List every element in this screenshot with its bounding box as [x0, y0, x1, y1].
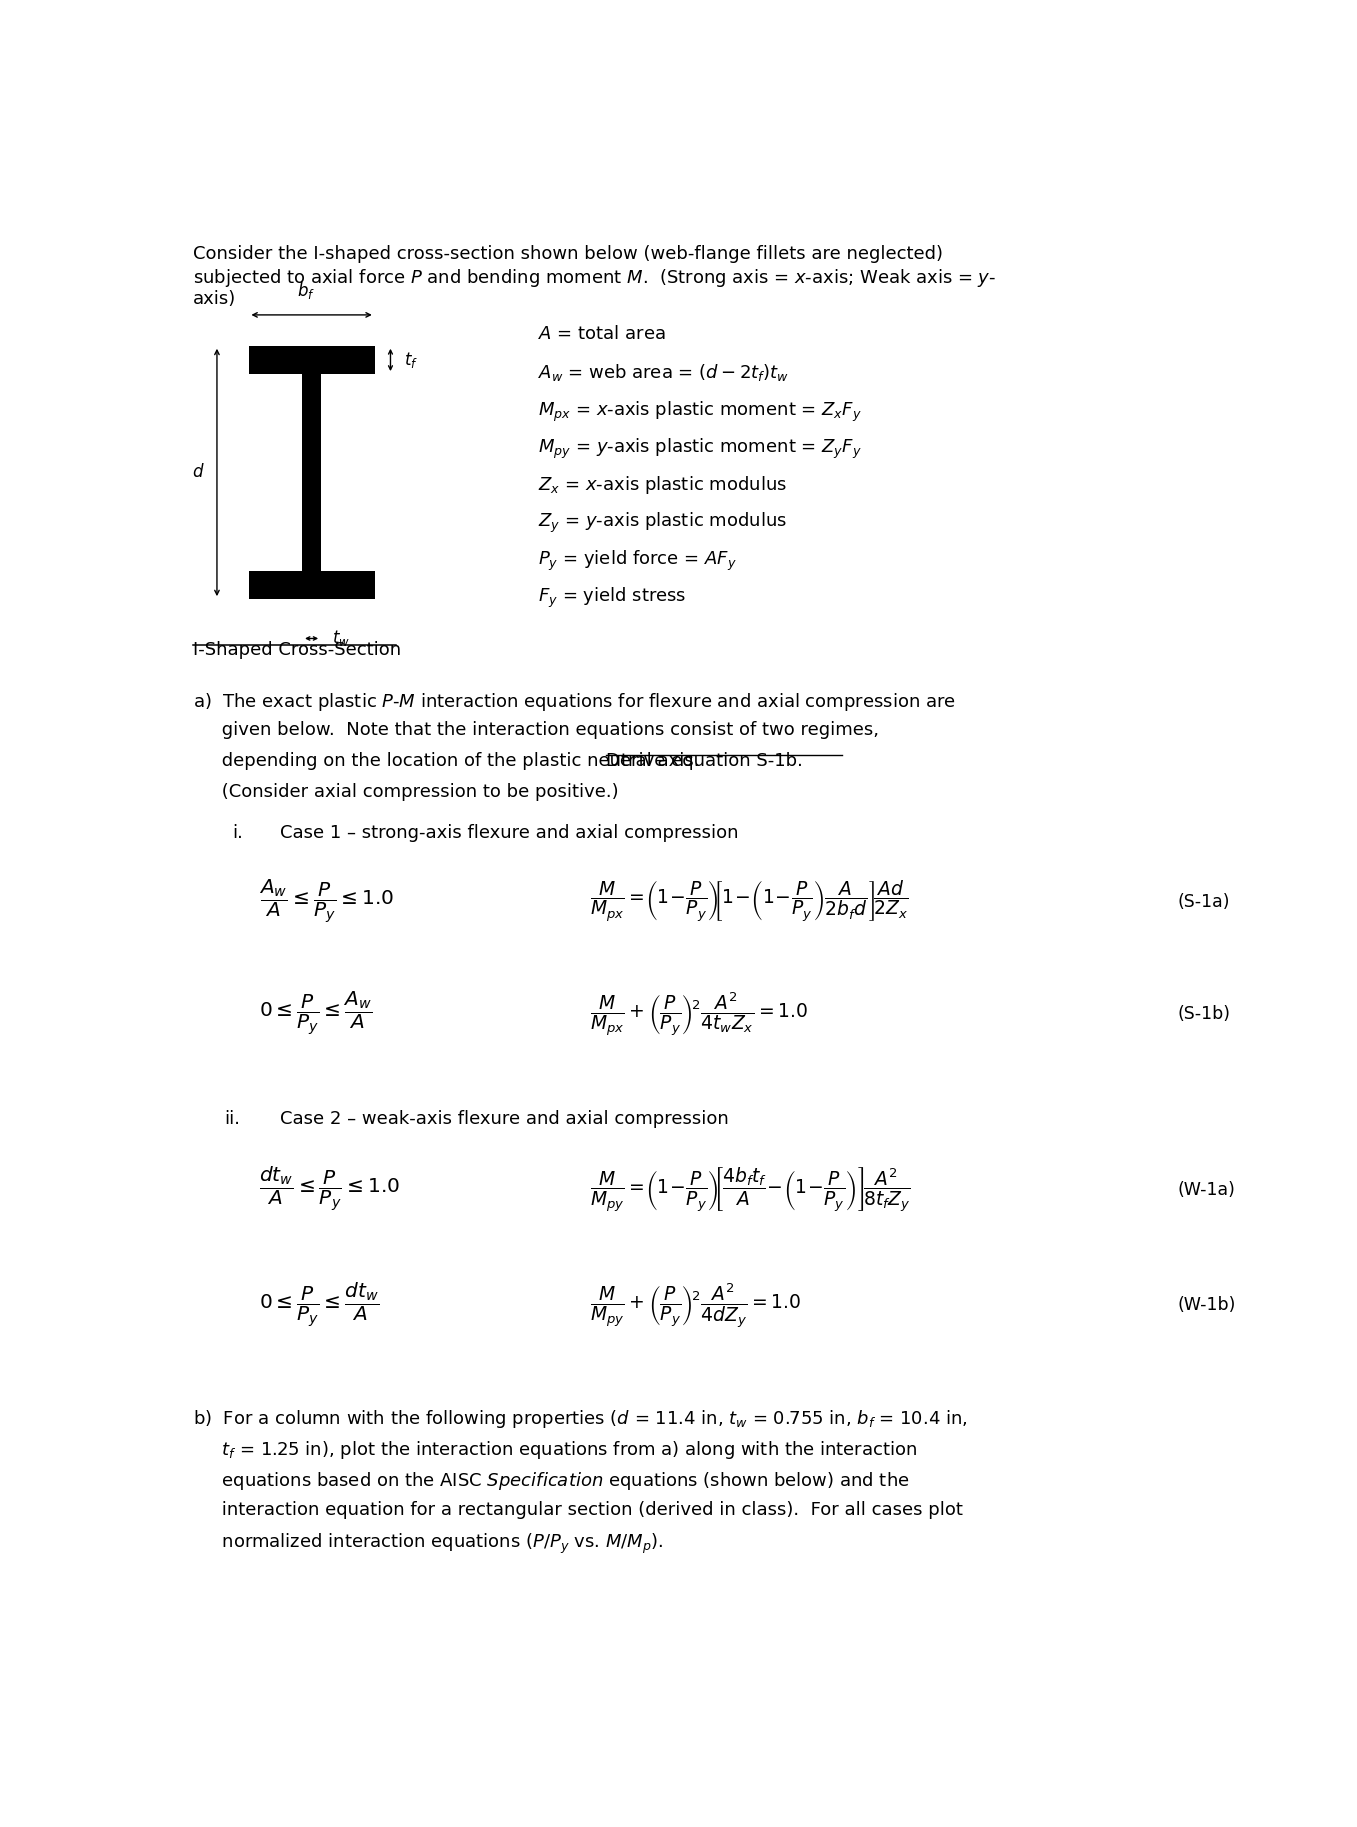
- Text: $\dfrac{M}{M_{px}} + \left(\dfrac{P}{P_y}\right)^{\!2} \dfrac{A^2}{4t_w Z_x} = 1: $\dfrac{M}{M_{px}} + \left(\dfrac{P}{P_y…: [590, 990, 809, 1038]
- Text: depending on the location of the plastic neutral axis.: depending on the location of the plastic…: [193, 753, 711, 771]
- Text: $t_f$: $t_f$: [404, 351, 418, 369]
- Text: $Z_y$ = $y$-axis plastic modulus: $Z_y$ = $y$-axis plastic modulus: [537, 512, 787, 535]
- Text: subjected to axial force $P$ and bending moment $M$.  (Strong axis = $x$-axis; W: subjected to axial force $P$ and bending…: [193, 267, 996, 289]
- Text: b)  For a column with the following properties ($d$ = 11.4 in, $t_w$ = 0.755 in,: b) For a column with the following prope…: [193, 1409, 968, 1431]
- Text: (S-1b): (S-1b): [1177, 1005, 1231, 1023]
- Text: $F_y$ = yield stress: $F_y$ = yield stress: [537, 586, 687, 610]
- Text: $A_w$ = web area = $(d - 2t_f)t_w$: $A_w$ = web area = $(d - 2t_f)t_w$: [537, 362, 788, 384]
- Text: $A$ = total area: $A$ = total area: [537, 325, 665, 343]
- Text: $M_{py}$ = $y$-axis plastic moment = $Z_yF_y$: $M_{py}$ = $y$-axis plastic moment = $Z_…: [537, 437, 862, 460]
- Text: $b_f$: $b_f$: [297, 280, 315, 301]
- Text: $t_w$: $t_w$: [331, 628, 350, 649]
- Text: $0 \leq \dfrac{P}{P_y} \leq \dfrac{A_w}{A}$: $0 \leq \dfrac{P}{P_y} \leq \dfrac{A_w}{…: [259, 990, 373, 1038]
- Text: Derive equation S-1b.: Derive equation S-1b.: [607, 753, 803, 771]
- Text: (Consider axial compression to be positive.): (Consider axial compression to be positi…: [193, 784, 619, 802]
- Bar: [303, 375, 322, 570]
- Text: $d$: $d$: [191, 464, 205, 482]
- Text: $\dfrac{M}{M_{px}} = \!\left(1 \!-\! \dfrac{P}{P_y}\right)\!\!\left[1 \!-\! \lef: $\dfrac{M}{M_{px}} = \!\left(1 \!-\! \df…: [590, 879, 909, 924]
- Text: Case 2 – weak-axis flexure and axial compression: Case 2 – weak-axis flexure and axial com…: [280, 1109, 729, 1127]
- Text: interaction equation for a rectangular section (derived in class).  For all case: interaction equation for a rectangular s…: [193, 1500, 962, 1518]
- Text: normalized interaction equations ($P$/$P_y$ vs. $M$/$M_p$).: normalized interaction equations ($P$/$P…: [193, 1531, 664, 1557]
- Bar: [248, 570, 375, 599]
- Text: Case 1 – strong-axis flexure and axial compression: Case 1 – strong-axis flexure and axial c…: [280, 824, 738, 842]
- Text: (W-1a): (W-1a): [1177, 1180, 1235, 1199]
- Text: $M_{px}$ = $x$-axis plastic moment = $Z_xF_y$: $M_{px}$ = $x$-axis plastic moment = $Z_…: [537, 400, 862, 424]
- Text: $\dfrac{M}{M_{py}} + \left(\dfrac{P}{P_y}\right)^{\!2} \dfrac{A^2}{4dZ_y} = 1.0$: $\dfrac{M}{M_{py}} + \left(\dfrac{P}{P_y…: [590, 1281, 802, 1330]
- Text: $P_y$ = yield force = $AF_y$: $P_y$ = yield force = $AF_y$: [537, 548, 737, 572]
- Text: $\dfrac{M}{M_{py}} = \!\left(1 \!-\! \dfrac{P}{P_y}\right)\!\!\left[\dfrac{4b_f : $\dfrac{M}{M_{py}} = \!\left(1 \!-\! \df…: [590, 1166, 911, 1215]
- Bar: [248, 345, 375, 375]
- Text: ii.: ii.: [224, 1109, 240, 1127]
- Text: $Z_x$ = $x$-axis plastic modulus: $Z_x$ = $x$-axis plastic modulus: [537, 473, 787, 495]
- Text: $0 \leq \dfrac{P}{P_y} \leq \dfrac{dt_w}{A}$: $0 \leq \dfrac{P}{P_y} \leq \dfrac{dt_w}…: [259, 1281, 380, 1330]
- Text: $\dfrac{dt_w}{A} \leq \dfrac{P}{P_y} \leq 1.0$: $\dfrac{dt_w}{A} \leq \dfrac{P}{P_y} \le…: [259, 1166, 400, 1215]
- Text: equations based on the AISC $\mathit{Specification}$ equations (shown below) and: equations based on the AISC $\mathit{Spe…: [193, 1471, 909, 1493]
- Text: (W-1b): (W-1b): [1177, 1297, 1235, 1314]
- Text: given below.  Note that the interaction equations consist of two regimes,: given below. Note that the interaction e…: [193, 722, 879, 740]
- Text: Consider the I-shaped cross-section shown below (web-flange fillets are neglecte: Consider the I-shaped cross-section show…: [193, 245, 943, 263]
- Text: $\dfrac{A_w}{A} \leq \dfrac{P}{P_y} \leq 1.0$: $\dfrac{A_w}{A} \leq \dfrac{P}{P_y} \leq…: [259, 877, 394, 926]
- Text: (S-1a): (S-1a): [1177, 893, 1229, 910]
- Text: I-Shaped Cross-Section: I-Shaped Cross-Section: [193, 641, 400, 660]
- Text: i.: i.: [233, 824, 244, 842]
- Text: $t_f$ = 1.25 in), plot the interaction equations from a) along with the interact: $t_f$ = 1.25 in), plot the interaction e…: [193, 1440, 917, 1462]
- Text: a)  The exact plastic $P$-$M$ interaction equations for flexure and axial compre: a) The exact plastic $P$-$M$ interaction…: [193, 691, 955, 713]
- Text: axis): axis): [193, 289, 236, 307]
